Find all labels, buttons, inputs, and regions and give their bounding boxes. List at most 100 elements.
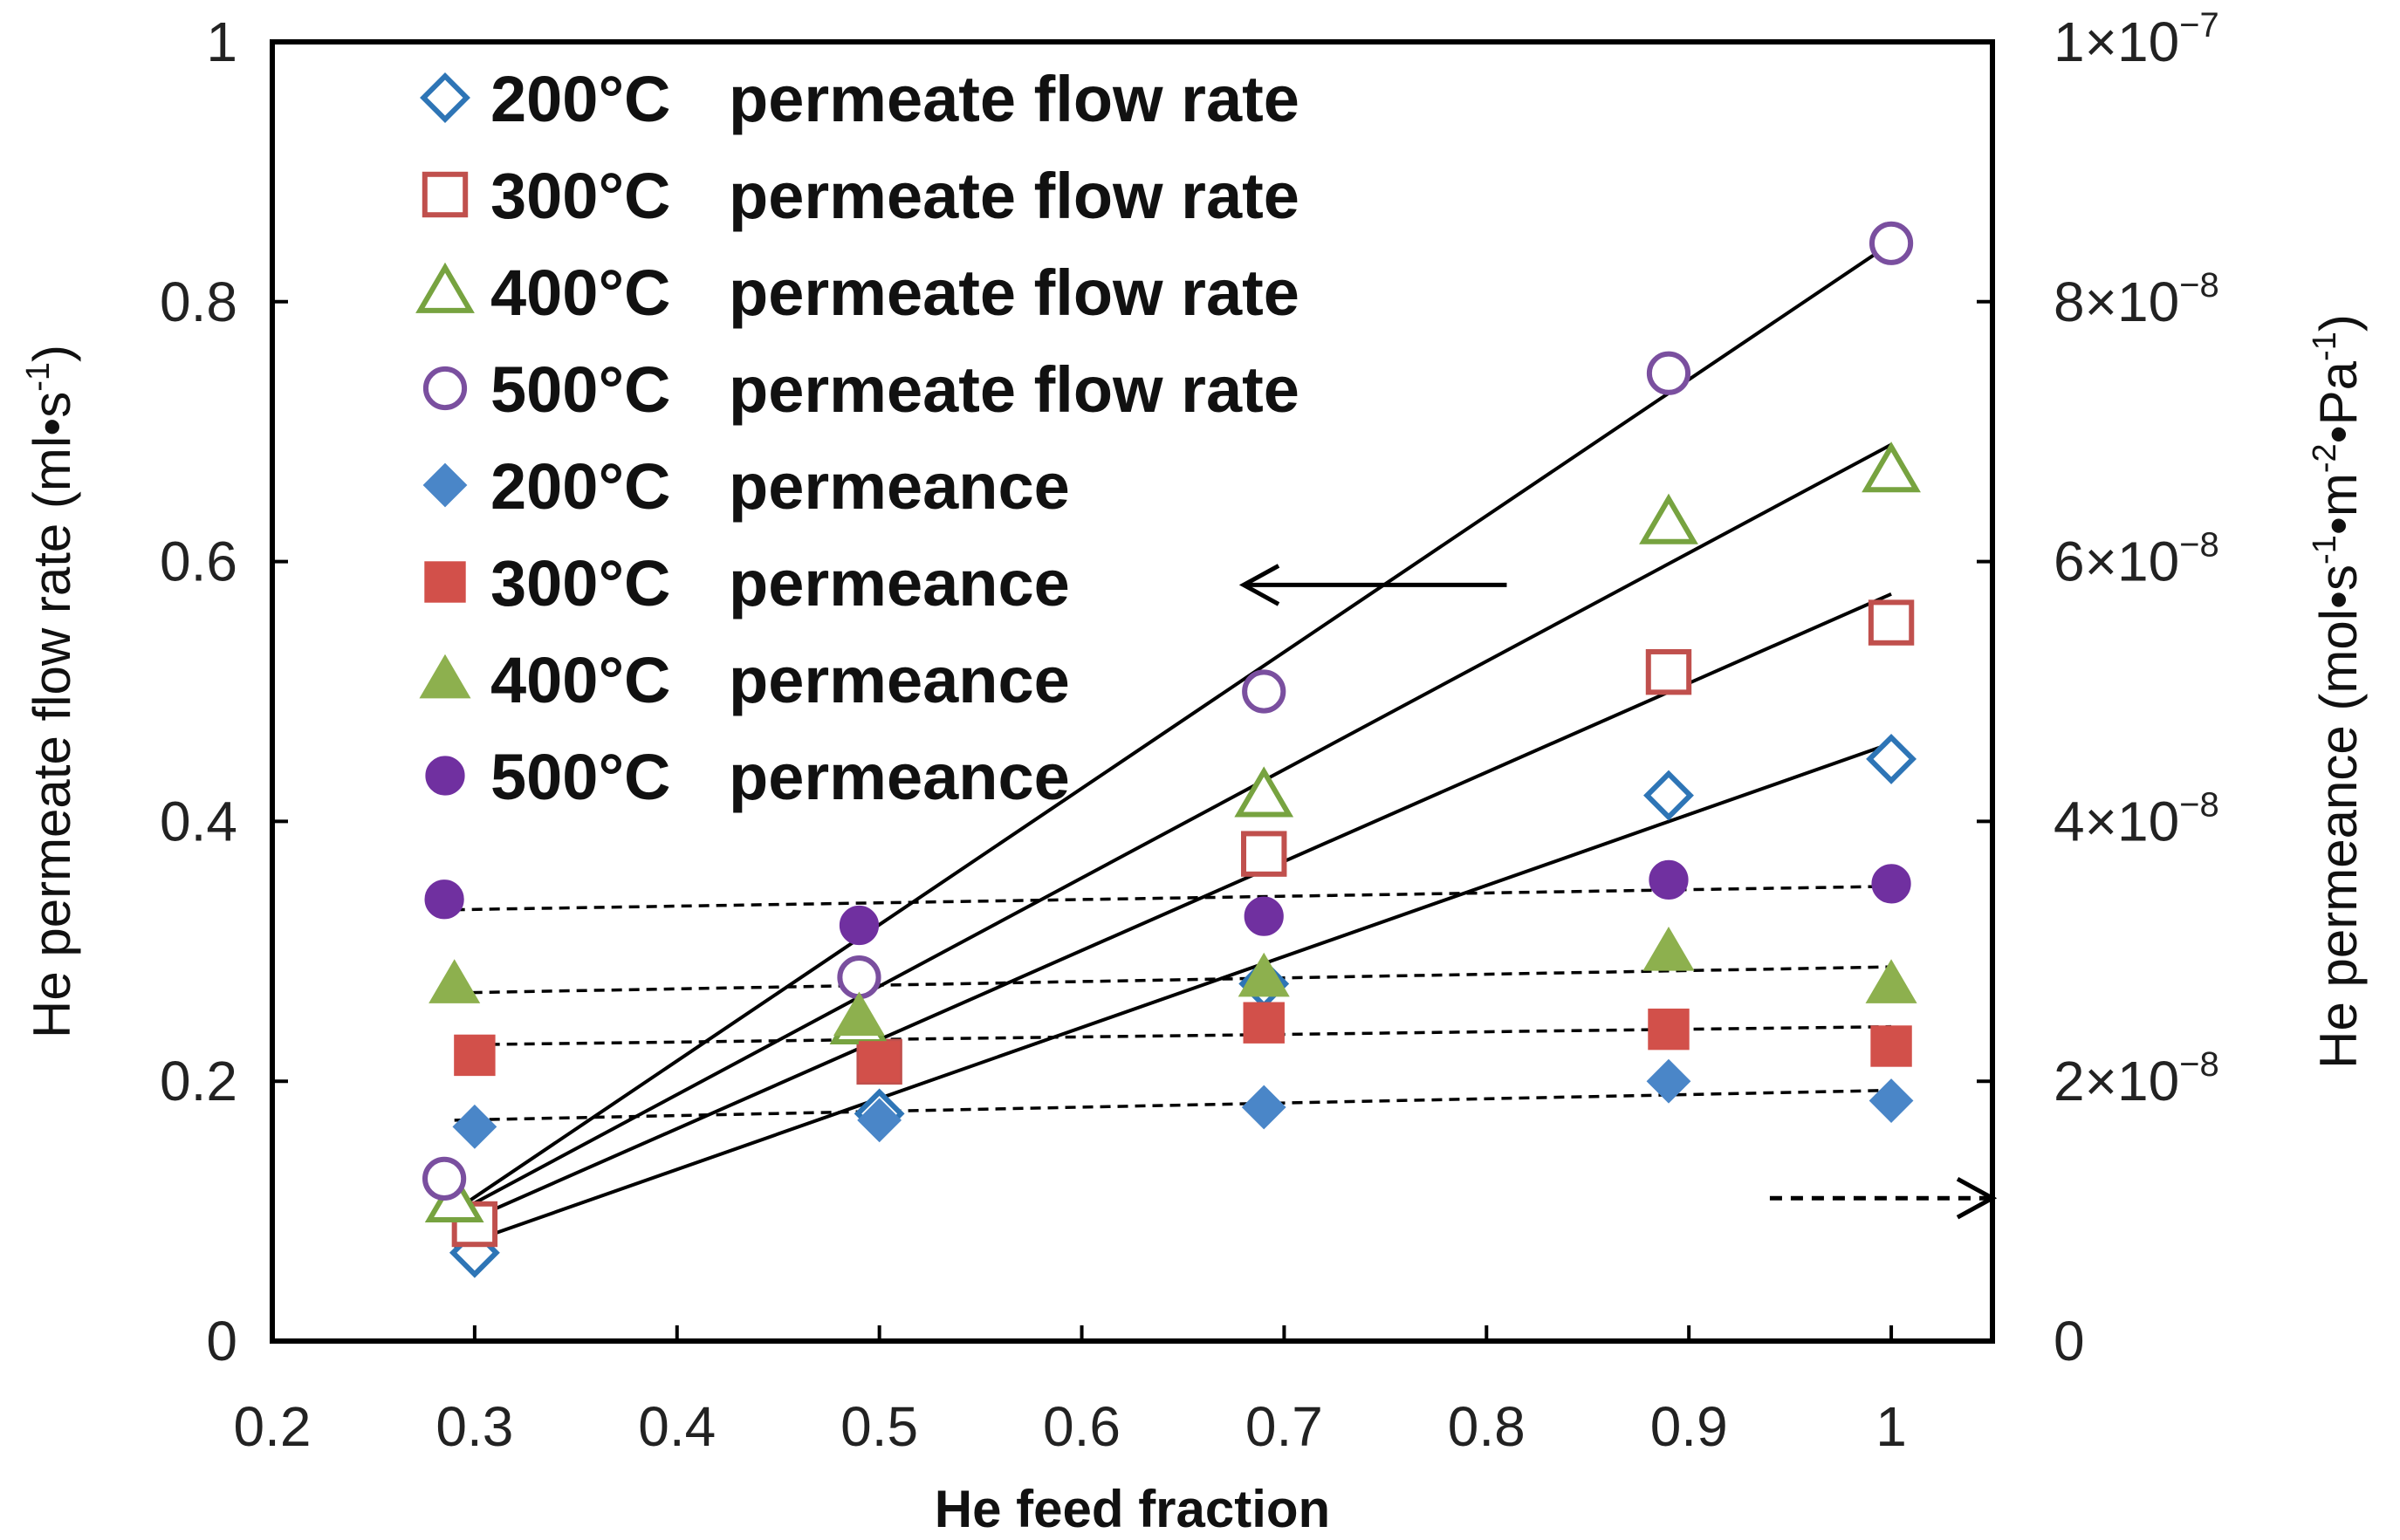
legend-temperature: 300°C — [490, 547, 671, 619]
data-point — [1865, 959, 1917, 1003]
data-point — [454, 1034, 496, 1077]
right-tick-label: 0 — [2054, 1310, 2085, 1372]
legend-marker — [424, 561, 466, 603]
x-tick-label: 0.4 — [638, 1395, 716, 1458]
data-point — [839, 905, 880, 946]
legend-label: permeate flow rate — [729, 63, 1299, 135]
left-tick-label: 0 — [206, 1310, 237, 1372]
data-point — [1869, 1078, 1914, 1123]
legend-label: permeance — [729, 644, 1070, 716]
legend-label: permeate flow rate — [729, 353, 1299, 426]
legend-temperature: 200°C — [490, 63, 671, 135]
data-point — [1870, 1025, 1912, 1067]
x-axis-ticks: 0.2 0.3 0.4 0.5 0.6 0.7 0.8 0.9 1 — [234, 1325, 1907, 1458]
data-point — [1868, 599, 1915, 646]
legend-marker — [420, 72, 470, 123]
fit-lines — [442, 242, 1893, 1249]
fit-line — [453, 592, 1892, 1229]
right-tick-exponent: −8 — [2179, 1045, 2219, 1084]
data-point — [424, 880, 464, 920]
right-tick-exponent: −8 — [2179, 785, 2219, 824]
right-tick-label: 4×10−8 — [2054, 785, 2219, 852]
right-axis-title-prefix: He permeance (mol•s — [2309, 565, 2368, 1069]
data-point — [1871, 864, 1911, 904]
fit-line — [454, 1088, 1892, 1122]
right-axis-title-sup3: -1 — [2307, 332, 2343, 361]
right-axis-title-mid2: •Pa — [2309, 360, 2368, 443]
legend-temperature: 400°C — [490, 257, 671, 329]
right-tick-base: 2×10 — [2054, 1050, 2179, 1112]
data-point — [1234, 766, 1294, 818]
data-point — [1242, 669, 1286, 714]
left-tick-label: 0.4 — [160, 790, 237, 852]
x-tick-label: 0.6 — [1043, 1395, 1121, 1458]
left-tick-label: 0.2 — [160, 1050, 237, 1112]
right-tick-label: 1×10−7 — [2054, 6, 2219, 73]
x-tick-label: 0.7 — [1245, 1395, 1323, 1458]
left-axis-title-text: He permeate flow rate (ml•s — [23, 392, 81, 1038]
data-point — [422, 1156, 467, 1201]
legend-temperature: 500°C — [490, 353, 671, 426]
data-point — [1646, 351, 1691, 395]
left-axis-title: He permeate flow rate (ml•s-1) — [20, 345, 81, 1038]
data-point — [1642, 927, 1695, 971]
right-tick-base: 1×10 — [2054, 10, 2179, 73]
data-point — [452, 1104, 497, 1149]
legend-temperature: 300°C — [490, 160, 671, 232]
right-tick-label: 8×10−8 — [2054, 266, 2219, 333]
right-axis-title-mid1: •m — [2309, 473, 2368, 535]
data-point — [1244, 896, 1284, 936]
x-tick-label: 0.2 — [234, 1395, 312, 1458]
fit-line — [454, 885, 1892, 912]
left-tick-label: 1 — [206, 10, 237, 73]
data-point — [837, 955, 881, 1000]
data-point — [1649, 859, 1689, 900]
right-tick-label: 2×10−8 — [2054, 1045, 2219, 1112]
data-point — [1643, 770, 1694, 821]
x-axis-title: He feed fraction — [935, 1480, 1330, 1538]
data-point — [1639, 493, 1698, 544]
legend-marker — [415, 262, 475, 313]
fit-line — [442, 242, 1893, 1220]
x-tick-label: 0.5 — [840, 1395, 918, 1458]
data-point — [1869, 221, 1914, 265]
right-tick-base: 6×10 — [2054, 530, 2179, 593]
fit-line — [454, 742, 1892, 1249]
right-tick-exponent: −7 — [2179, 6, 2219, 44]
legend-label: permeate flow rate — [729, 257, 1299, 329]
data-point — [1862, 441, 1921, 493]
x-tick-label: 1 — [1875, 1395, 1907, 1458]
data-point — [429, 959, 481, 1003]
data-point — [1241, 1085, 1286, 1130]
left-tick-label: 0.6 — [160, 530, 237, 593]
legend-label: permeate flow rate — [729, 160, 1299, 232]
legend-marker — [422, 462, 468, 508]
left-tick-label: 0.8 — [160, 270, 237, 333]
left-axis-ticks: 0 0.2 0.4 0.6 0.8 1 — [160, 10, 288, 1372]
right-axis-ticks: 02×10−84×10−86×10−88×10−81×10−7 — [1977, 6, 2219, 1372]
right-axis-title: He permeance (mol•s-1•m-2•Pa-1) — [2307, 314, 2368, 1069]
plot-frame — [270, 39, 1995, 1344]
legend-marker — [422, 171, 469, 218]
data-point — [858, 1041, 901, 1083]
data-point — [1648, 1008, 1690, 1051]
right-axis-title-sup1: -1 — [2307, 535, 2343, 565]
x-tick-label: 0.9 — [1650, 1395, 1728, 1458]
legend-label: permeance — [729, 741, 1070, 813]
legend-temperature: 200°C — [490, 450, 671, 523]
data-point — [1646, 1058, 1691, 1104]
legend-temperature: 400°C — [490, 644, 671, 716]
left-axis-title-end: ) — [23, 345, 81, 362]
right-tick-base: 4×10 — [2054, 790, 2179, 852]
legend-marker — [422, 366, 468, 411]
legend: 200°C permeate flow rate 300°C permeate flo… — [415, 63, 1299, 813]
data-point — [1241, 831, 1287, 877]
right-tick-base: 8×10 — [2054, 270, 2179, 333]
annotation-arrow-head — [1238, 564, 1280, 606]
data-point — [1238, 952, 1290, 997]
legend-label: permeance — [729, 450, 1070, 523]
data-point — [1866, 733, 1917, 784]
data-point — [1243, 1002, 1285, 1044]
